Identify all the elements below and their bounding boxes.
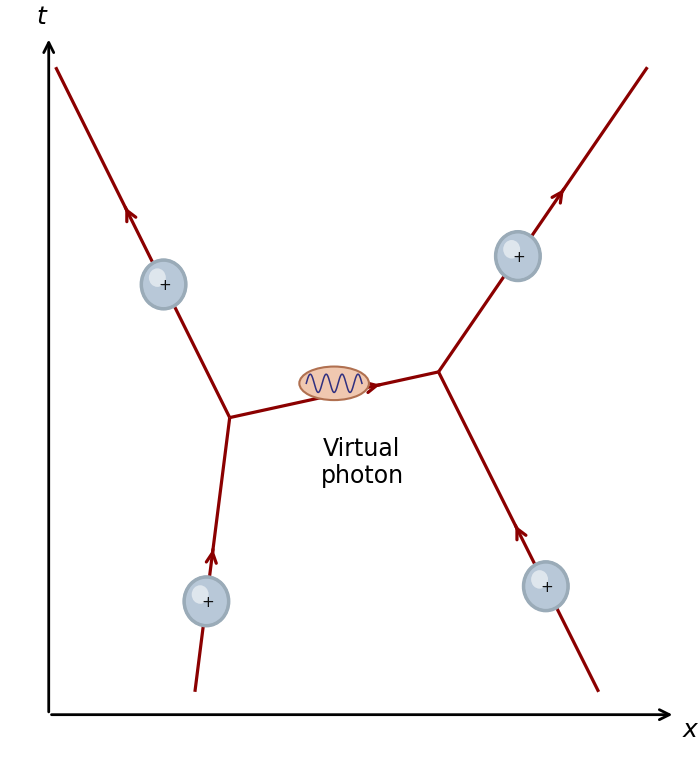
Circle shape xyxy=(149,268,166,287)
Text: +: + xyxy=(540,580,553,595)
Ellipse shape xyxy=(300,366,369,400)
Text: t: t xyxy=(37,5,47,29)
Text: Virtual
photon: Virtual photon xyxy=(321,437,403,488)
Circle shape xyxy=(496,232,540,280)
Text: +: + xyxy=(201,595,214,610)
Circle shape xyxy=(192,585,209,604)
Circle shape xyxy=(503,240,520,259)
Circle shape xyxy=(141,260,186,309)
Text: +: + xyxy=(158,278,171,293)
Circle shape xyxy=(531,570,548,589)
Circle shape xyxy=(524,562,568,611)
Text: x: x xyxy=(682,718,697,742)
Text: +: + xyxy=(512,250,526,265)
Circle shape xyxy=(184,577,229,626)
